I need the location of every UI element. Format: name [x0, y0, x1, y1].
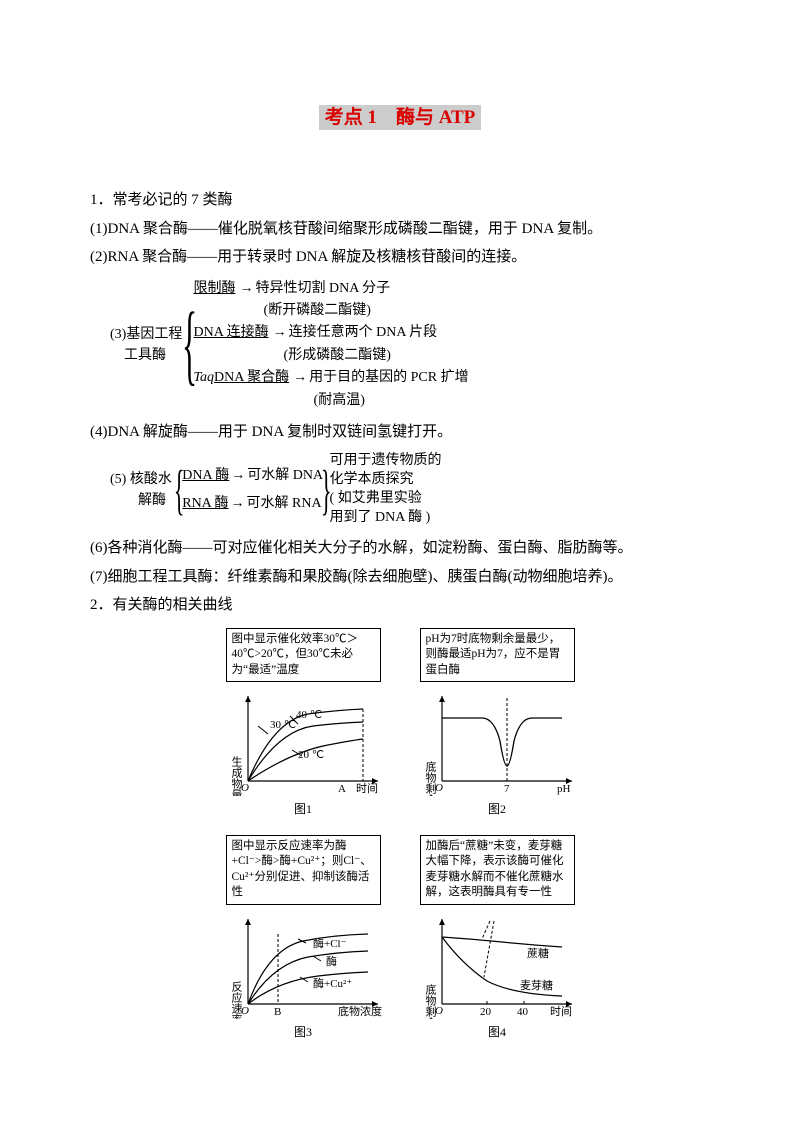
svg-text:O: O	[241, 782, 249, 794]
d5-row2: RNA 酶 → 可水解 RNA	[182, 493, 323, 515]
d3-left1: (3)基因工程	[110, 324, 182, 345]
c4-t2: 40	[517, 1006, 529, 1018]
d3-r3a2: DNA 聚合酶	[214, 367, 289, 389]
item-6: (6)各种消化酶——可对应催化相关大分子的水解，如淀粉酶、蛋白酶、脂肪酶等。	[90, 534, 710, 563]
c2-tick: 7	[504, 783, 510, 795]
d5-r2b: 可水解 RNA	[247, 493, 322, 515]
chart-row-1: 图中显示催化效率30℃＞40℃>20℃，但30℃未必为“最适”温度 30 ℃ 4…	[218, 628, 582, 821]
c4-l1: 蔗糖	[527, 946, 549, 960]
chart4-caption: 加酶后“蔗糖”未变，麦芽糖大幅下降，表示该酶可催化麦芽糖水解而不催化蔗糖水解，这…	[420, 835, 575, 905]
heading-1: 1．常考必记的 7 类酶	[90, 186, 710, 215]
chart1-svg: 30 ℃ 40 ℃ 20 ℃ 生成物量 时间 A O	[218, 686, 388, 796]
chart3-caption: 图中显示反应速率为酶+Cl⁻>酶>酶+Cu²⁺；则Cl⁻、Cu²⁺分别促进、抑制…	[226, 835, 381, 905]
diagram-3: (3)基因工程 工具酶 { 限制酶 → 特异性切割 DNA 分子 (断开磷酸二酯…	[110, 278, 710, 412]
chart-4: 加酶后“蔗糖”未变，麦芽糖大幅下降，表示该酶可催化麦芽糖水解而不催化蔗糖水解，这…	[412, 835, 582, 1044]
c3-xlab: 底物浓度	[338, 1004, 382, 1018]
d5-right2: 化学本质探究	[330, 471, 442, 490]
item-4: (4)DNA 解旋酶——用于 DNA 复制时双链间氢键打开。	[90, 418, 710, 447]
d5-right4: 用到了 DNA 酶 )	[330, 509, 442, 528]
brace-icon: }	[321, 468, 332, 512]
chart-3: 图中显示反应速率为酶+Cl⁻>酶>酶+Cu²⁺；则Cl⁻、Cu²⁺分别促进、抑制…	[218, 835, 388, 1044]
d3-row3: Taq DNA 聚合酶 → 用于目的基因的 PCR 扩增	[194, 367, 469, 389]
d3-r1a: 限制酶	[194, 278, 236, 300]
d3-r3c: (耐高温)	[194, 390, 469, 412]
chart3-svg: 酶+Cl⁻ 酶 酶+Cu²⁺ 反应速率 底物浓度 B O	[218, 909, 388, 1019]
fig4-label: 图4	[488, 1021, 506, 1044]
d5-rows: DNA 酶 → 可水解 DNA RNA 酶 → 可水解 RNA	[182, 465, 323, 516]
d5-row1: DNA 酶 → 可水解 DNA	[182, 465, 323, 487]
arrow-icon: →	[293, 367, 307, 389]
chart-2: pH为7时底物剩余量最少，则酶最适pH为7，应不是胃蛋白酶 底物剩余量 pH 7…	[412, 628, 582, 821]
arrow-icon: →	[273, 322, 287, 344]
brace-icon: {	[182, 309, 197, 381]
d3-r1b: 特异性切割 DNA 分子	[256, 278, 391, 300]
item-7: (7)细胞工程工具酶：纤维素酶和果胶酶(除去细胞壁)、胰蛋白酶(动物细胞培养)。	[90, 563, 710, 592]
fig1-label: 图1	[294, 798, 312, 821]
d5-left2: 解酶	[110, 490, 172, 511]
item-2: (2)RNA 聚合酶——用于转录时 DNA 解旋及核糖核苷酸间的连接。	[90, 243, 710, 272]
svg-text:O: O	[435, 1005, 443, 1017]
d3-left2: 工具酶	[110, 345, 182, 366]
fig3-label: 图3	[294, 1021, 312, 1044]
c1-t1: 30 ℃	[270, 719, 296, 731]
d5-left1: (5) 核酸水	[110, 469, 172, 490]
c3-B: B	[274, 1006, 281, 1018]
c4-xlab: 时间	[550, 1005, 572, 1018]
arrow-icon: →	[231, 493, 245, 515]
c1-t2: 40 ℃	[296, 709, 322, 721]
d5-r1a: DNA 酶	[182, 465, 229, 487]
svg-text:O: O	[435, 782, 443, 794]
d3-r2b: 连接任意两个 DNA 片段	[289, 322, 438, 344]
d3-r3b: 用于目的基因的 PCR 扩增	[309, 367, 468, 389]
c3-l1: 酶+Cl⁻	[313, 937, 347, 950]
chart2-caption: pH为7时底物剩余量最少，则酶最适pH为7，应不是胃蛋白酶	[420, 628, 575, 683]
chart1-caption: 图中显示催化效率30℃＞40℃>20℃，但30℃未必为“最适”温度	[226, 628, 381, 683]
c1-t3: 20 ℃	[298, 749, 324, 761]
d3-row1: 限制酶 → 特异性切割 DNA 分子	[194, 278, 469, 300]
d5-right: 可用于遗传物质的 化学本质探究 ( 如艾弗里实验 用到了 DNA 酶 )	[330, 452, 442, 528]
c2-xlab: pH	[557, 783, 571, 795]
charts: 图中显示催化效率30℃＞40℃>20℃，但30℃未必为“最适”温度 30 ℃ 4…	[90, 628, 710, 1044]
c1-A: A	[338, 783, 346, 795]
page-title: 考点 1 酶与 ATP	[90, 100, 710, 136]
d3-r2c: (形成磷酸二酯键)	[194, 345, 469, 367]
chart4-svg: 蔗糖 麦芽糖 底物剩余量 时间 20 40 O	[412, 909, 582, 1019]
d3-r1c: (断开磷酸二酯键)	[194, 300, 469, 322]
d3-r2a: DNA 连接酶	[194, 322, 269, 344]
d3-rows: 限制酶 → 特异性切割 DNA 分子 (断开磷酸二酯键) DNA 连接酶 → 连…	[194, 278, 469, 412]
d3-row2: DNA 连接酶 → 连接任意两个 DNA 片段	[194, 322, 469, 344]
diagram-5: (5) 核酸水 解酶 { DNA 酶 → 可水解 DNA RNA 酶 → 可水解…	[110, 452, 710, 528]
d5-left: (5) 核酸水 解酶	[110, 469, 172, 511]
c3-l3: 酶+Cu²⁺	[313, 977, 352, 990]
d5-right1: 可用于遗传物质的	[330, 452, 442, 471]
brace-icon: {	[174, 468, 185, 512]
heading-2: 2．有关酶的相关曲线	[90, 591, 710, 620]
c4-t1: 20	[480, 1006, 492, 1018]
title-text: 考点 1 酶与 ATP	[319, 105, 482, 130]
chart2-svg: 底物剩余量 pH 7 O	[412, 686, 582, 796]
fig2-label: 图2	[488, 798, 506, 821]
d5-r2a: RNA 酶	[182, 493, 228, 515]
chart-row-2: 图中显示反应速率为酶+Cl⁻>酶>酶+Cu²⁺；则Cl⁻、Cu²⁺分别促进、抑制…	[218, 835, 582, 1044]
c3-l2: 酶	[326, 955, 337, 968]
svg-text:O: O	[241, 1005, 249, 1017]
chart-1: 图中显示催化效率30℃＞40℃>20℃，但30℃未必为“最适”温度 30 ℃ 4…	[218, 628, 388, 821]
arrow-icon: →	[231, 465, 245, 487]
d5-right3: ( 如艾弗里实验	[330, 490, 442, 509]
d5-r1b: 可水解 DNA	[247, 465, 323, 487]
arrow-icon: →	[240, 278, 254, 300]
item-1: (1)DNA 聚合酶——催化脱氧核苷酸间缩聚形成磷酸二酯键，用于 DNA 复制。	[90, 215, 710, 244]
c1-xlab: 时间	[356, 782, 378, 795]
c4-l2: 麦芽糖	[520, 978, 553, 992]
d3-left: (3)基因工程 工具酶	[110, 324, 182, 366]
